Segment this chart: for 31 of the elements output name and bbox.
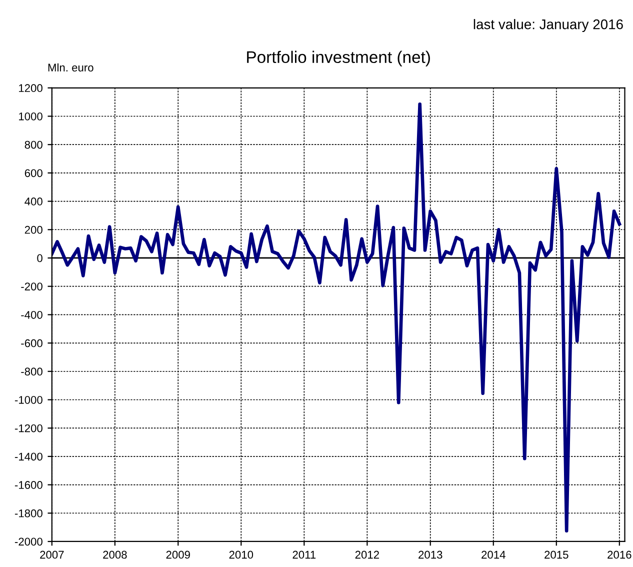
- y-tick-label: -1400: [14, 452, 42, 461]
- y-tick-label: -600: [21, 339, 42, 348]
- y-tick-label: -800: [21, 368, 42, 376]
- y-tick-label: 0: [37, 254, 42, 262]
- y-tick-label: 200: [24, 226, 42, 234]
- text: last value: January 2016: [474, 19, 623, 32]
- x-tick-label: 2009: [166, 550, 190, 559]
- y-tick-label: 1000: [19, 112, 42, 120]
- y-tick-label: -1200: [14, 424, 42, 432]
- x-tick-label: 2010: [229, 550, 254, 559]
- x-tick-label: 2007: [40, 550, 64, 559]
- x-tick-label: 2012: [355, 550, 379, 559]
- x-tick-label: 2008: [103, 550, 127, 559]
- x-tick-label: 2013: [418, 550, 442, 559]
- line-series: [52, 102, 622, 533]
- y-tick-label: 400: [24, 198, 42, 206]
- y-tick-label: 800: [24, 140, 42, 149]
- x-tick-label: 2015: [544, 550, 568, 559]
- y-tick-label: -1600: [14, 481, 42, 489]
- y-tick-label: 600: [24, 169, 42, 178]
- y-tick-label: -1800: [14, 509, 42, 518]
- y-tick-label: -400: [21, 310, 42, 319]
- y-tick-label: 1200: [19, 84, 42, 92]
- y-tick-label: -2000: [14, 538, 42, 546]
- x-tick-label: 2011: [292, 550, 316, 559]
- x-tick-label: 2014: [482, 550, 506, 559]
- y-tick-label: -1000: [14, 396, 42, 404]
- x-tick-label: 2016: [608, 550, 632, 559]
- y-tick-label: -200: [21, 282, 42, 290]
- chart-title: Portfolio investment (net): [247, 50, 430, 66]
- y-axis-title: Mln. euro: [48, 63, 94, 72]
